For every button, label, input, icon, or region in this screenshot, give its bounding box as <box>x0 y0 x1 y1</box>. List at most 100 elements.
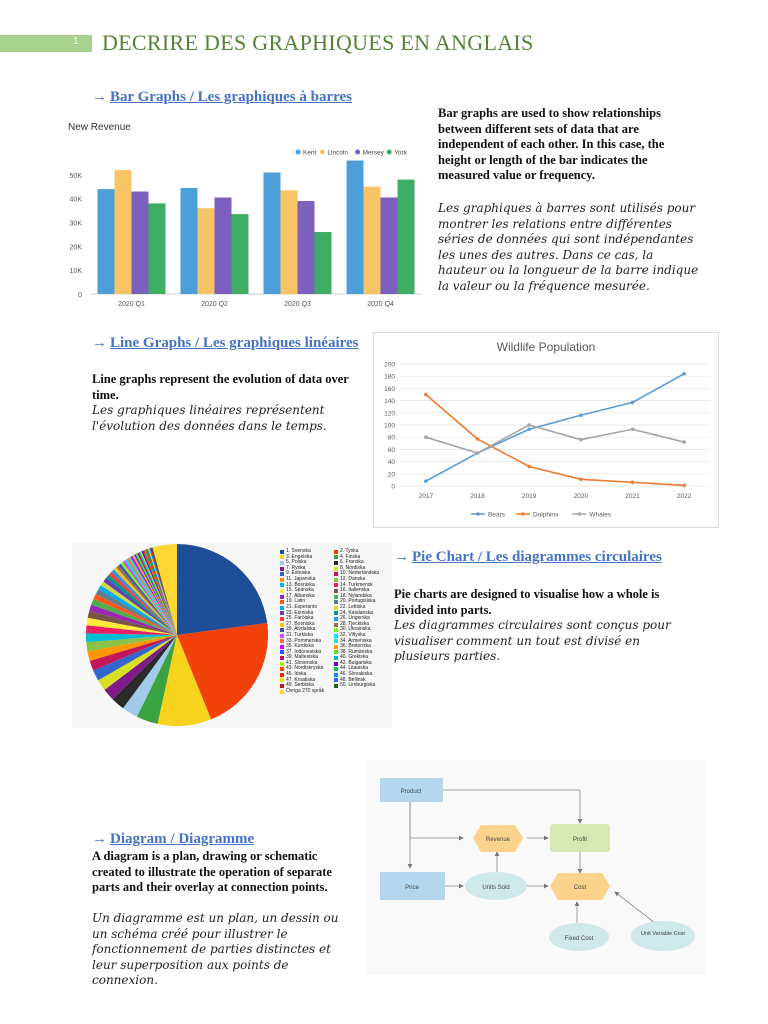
pie-legend-item: 17. Albanska <box>280 593 334 600</box>
pie-legend-item: 37. Indonesiska <box>280 649 334 656</box>
line-series <box>425 424 685 454</box>
pie-legend-label: Övriga 270 språk <box>286 687 325 694</box>
pie-legend-item: 15. Spanska <box>280 588 334 594</box>
pie-legend-item: 13. Bosniska <box>280 582 334 589</box>
pie-legend-label: 42. Bulgariska <box>340 659 372 666</box>
legend-marker <box>355 149 361 155</box>
pie-chart-text-fr: Les diagrammes circulaires sont conçus p… <box>394 618 671 663</box>
price-node: Price <box>380 872 445 900</box>
pie-legend-item: 29. Alvdalska <box>280 627 334 633</box>
pie-slice <box>130 555 177 635</box>
pie-slice <box>98 585 177 635</box>
pie-slice <box>150 547 177 635</box>
legend-swatch <box>280 639 284 644</box>
line-y-tick: 160 <box>384 386 395 393</box>
bar-y-tick: 0 <box>78 292 82 299</box>
legend-swatch <box>334 577 338 582</box>
pie-slice <box>138 551 177 635</box>
svg-text:Product: Product <box>401 789 422 795</box>
fixed-cost-node: Fixed Cost <box>549 923 609 951</box>
pie-legend-label: 24. Katalanska <box>340 609 374 616</box>
svg-text:Price: Price <box>405 885 419 891</box>
pie-legend-item: 23. Estniska <box>280 610 334 617</box>
line-point <box>527 464 531 469</box>
pie-legend-item: 24. Katalanska <box>334 609 388 617</box>
legend-swatch <box>280 588 284 593</box>
pie-slice <box>140 551 177 635</box>
legend-swatch <box>334 684 338 689</box>
pie-slice <box>89 604 177 635</box>
legend-swatch <box>280 633 284 638</box>
legend-label: Bears <box>488 512 506 519</box>
bar-graphs-text-en: Bar graphs are used to show relationship… <box>438 106 665 182</box>
bar <box>380 197 398 294</box>
legend-marker <box>295 149 301 155</box>
pie-legend-item: 40. Grekiska <box>334 655 388 661</box>
pie-legend-label: 9. Estniska <box>286 570 311 577</box>
pie-slice <box>122 560 177 635</box>
pie-legend-item: 7. Ryska <box>280 565 334 572</box>
pie-slice <box>157 635 212 726</box>
bar <box>346 160 364 294</box>
pie-slice <box>144 549 177 635</box>
pie-legend-label: 19. Latin <box>286 598 306 605</box>
bar <box>280 190 298 294</box>
legend-swatch <box>280 566 284 571</box>
diagram-heading: → Diagram / Diagramme <box>92 831 255 847</box>
legend-swatch <box>334 661 338 666</box>
units-sold-node: Units Sold <box>465 872 527 900</box>
pie-legend-label: 41. Slovenska <box>286 659 318 666</box>
pie-legend-label: 35. Kurdiska <box>286 643 314 650</box>
pie-legend-item: 8. Nordiska <box>334 565 388 572</box>
pie-slice <box>177 623 268 720</box>
revenue-node: Revenue <box>473 825 523 852</box>
legend-label: Kent <box>303 150 317 157</box>
pie-legend-item: 45. Irlska <box>280 671 334 678</box>
svg-text:Fixed Cost: Fixed Cost <box>565 936 594 942</box>
bar-x-tick: 2020 Q4 <box>367 301 394 308</box>
pie-legend-label: 5. Polska <box>286 559 307 566</box>
pie-legend-label: 12. Danska <box>340 575 366 582</box>
pie-legend-item: 28. Tjeckiska <box>334 620 388 628</box>
diagram-text-en: A diagram is a plan, drawing or schemati… <box>92 849 332 894</box>
pie-slice <box>103 577 177 635</box>
pie-legend-label: 1. Svenska <box>286 548 311 554</box>
pie-slice <box>123 635 177 717</box>
pie-legend-item: 25. Färöiska <box>280 616 334 622</box>
legend-swatch <box>280 667 284 672</box>
bar <box>397 179 415 294</box>
legend-label: Whales <box>589 512 611 519</box>
legend-swatch <box>280 656 284 661</box>
legend-swatch <box>334 555 338 560</box>
svg-text:Cost: Cost <box>574 885 587 891</box>
pie-legend-label: 18. Nylandska <box>340 592 372 599</box>
product-node: Product <box>380 778 443 802</box>
line-chart-legend: Bears Dolphins Whales <box>471 512 612 519</box>
pie-legend-item: 5. Polska <box>280 560 334 566</box>
pie-legend-item: 49. Serbiska <box>280 683 334 689</box>
pie-legend-label: 2. Tyska <box>340 548 359 554</box>
bar <box>148 203 166 294</box>
pie-legend-label: 32. Viltyska <box>340 631 366 638</box>
pie-legend-item: 34. Armeniska <box>334 638 388 645</box>
pie-slice <box>112 635 177 709</box>
legend-label: Dolphins <box>533 512 559 519</box>
bar <box>114 170 132 294</box>
page-number-bar <box>0 35 92 52</box>
legend-swatch <box>280 616 284 621</box>
line-x-tick: 2022 <box>677 493 692 500</box>
line-y-tick: 140 <box>384 398 395 405</box>
bar <box>263 172 281 294</box>
pie-slice <box>87 635 177 661</box>
legend-swatch <box>334 605 338 610</box>
pie-legend-label: 28. Tjeckiska <box>340 620 370 627</box>
pie-legend-label: 25. Färöiska <box>286 615 314 622</box>
pie-legend-item: 6. Franska <box>334 560 388 566</box>
pie-slice <box>151 547 177 635</box>
pie-legend-item: 48. Bellinsk <box>334 677 388 684</box>
flow-diagram: Product Revenue Profit Price Units Sold … <box>365 760 705 975</box>
pie-legend-item: 32. Viltyska <box>334 631 388 639</box>
pie-legend-item: 41. Slovenska <box>280 659 334 667</box>
legend-swatch <box>334 672 338 677</box>
pie-slice <box>86 617 177 635</box>
